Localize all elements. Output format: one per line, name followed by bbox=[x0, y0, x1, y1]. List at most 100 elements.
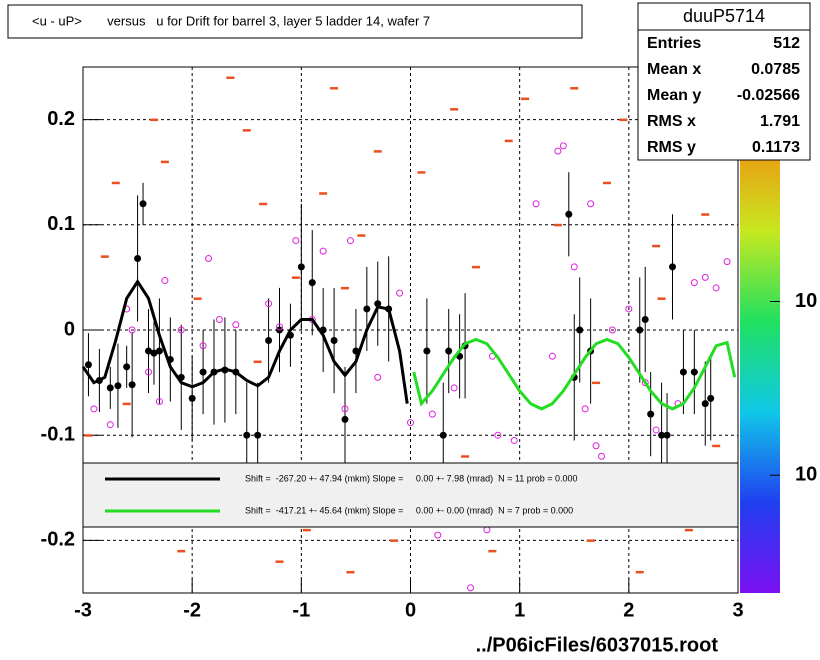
point bbox=[199, 342, 207, 350]
point bbox=[114, 382, 122, 390]
point bbox=[690, 279, 698, 287]
point bbox=[625, 305, 633, 313]
cell bbox=[100, 255, 109, 258]
plot-area bbox=[82, 67, 739, 593]
cell bbox=[488, 549, 497, 553]
point bbox=[576, 326, 584, 334]
point bbox=[254, 431, 262, 439]
point bbox=[581, 405, 589, 413]
cell bbox=[226, 76, 235, 80]
point bbox=[106, 384, 114, 392]
point bbox=[712, 284, 720, 292]
point bbox=[532, 200, 540, 208]
z-tick-label: 10 bbox=[795, 290, 817, 312]
cell bbox=[521, 97, 530, 101]
cell bbox=[461, 455, 470, 458]
point bbox=[90, 405, 98, 413]
point bbox=[548, 352, 556, 360]
x-tick-label: -1 bbox=[292, 599, 310, 621]
cell bbox=[390, 539, 399, 542]
cell bbox=[84, 434, 93, 437]
point bbox=[276, 323, 283, 331]
point bbox=[177, 326, 185, 334]
cell bbox=[684, 528, 693, 532]
point bbox=[658, 431, 666, 439]
cell bbox=[450, 108, 459, 111]
point bbox=[150, 349, 158, 357]
y-tick-label: -0.1 bbox=[41, 423, 75, 445]
point bbox=[155, 398, 163, 406]
cell bbox=[259, 202, 268, 206]
point bbox=[374, 300, 382, 308]
point bbox=[341, 405, 349, 413]
point bbox=[363, 305, 371, 313]
stats-value: 0.0785 bbox=[751, 61, 800, 78]
cell bbox=[122, 402, 131, 406]
stats-label: Entries bbox=[647, 35, 701, 52]
cell bbox=[635, 570, 644, 574]
title-box bbox=[7, 4, 583, 39]
point bbox=[341, 415, 349, 423]
stats-value: 512 bbox=[773, 35, 800, 52]
cell bbox=[417, 171, 426, 174]
x-tick-label: 0 bbox=[405, 599, 416, 621]
cell bbox=[592, 381, 601, 385]
point bbox=[292, 237, 300, 245]
point bbox=[510, 436, 518, 444]
cell bbox=[275, 560, 284, 563]
cell bbox=[472, 265, 480, 269]
cell bbox=[712, 444, 721, 448]
point bbox=[319, 247, 327, 255]
point bbox=[374, 373, 382, 381]
stats-label: Mean y bbox=[647, 87, 701, 104]
fit-curve bbox=[412, 337, 737, 411]
y-tick-label: 0.1 bbox=[47, 213, 75, 235]
point bbox=[494, 431, 502, 439]
point bbox=[663, 431, 671, 439]
cell bbox=[193, 297, 202, 300]
cell bbox=[586, 539, 595, 542]
cell bbox=[652, 244, 661, 248]
x-tick-label: 1 bbox=[514, 599, 525, 621]
point bbox=[243, 431, 251, 439]
point bbox=[396, 289, 404, 297]
point bbox=[423, 347, 431, 355]
cell bbox=[346, 570, 355, 574]
point bbox=[598, 452, 606, 460]
point bbox=[647, 410, 655, 418]
point bbox=[690, 368, 698, 376]
point bbox=[215, 315, 223, 323]
cell bbox=[330, 87, 339, 90]
file-name: ../P06icFiles/6037015.root bbox=[476, 634, 719, 656]
point bbox=[265, 337, 273, 345]
stats-label: RMS x bbox=[647, 113, 696, 130]
cell bbox=[302, 528, 311, 532]
y-tick-label: 0 bbox=[64, 318, 75, 340]
point bbox=[467, 584, 475, 592]
cell bbox=[160, 160, 169, 164]
point bbox=[330, 337, 338, 345]
point bbox=[139, 200, 147, 208]
point bbox=[608, 326, 616, 334]
x-tick-label: 3 bbox=[732, 599, 743, 621]
stats-value: 1.791 bbox=[760, 113, 800, 130]
point bbox=[592, 442, 600, 450]
cell bbox=[357, 234, 366, 237]
point bbox=[641, 315, 649, 323]
cell bbox=[149, 118, 158, 122]
point bbox=[707, 394, 715, 402]
point bbox=[565, 210, 573, 218]
color-palette bbox=[740, 140, 780, 593]
stats-box bbox=[637, 2, 811, 161]
cell bbox=[657, 297, 666, 300]
point bbox=[123, 363, 131, 371]
legend-box bbox=[82, 462, 739, 528]
point bbox=[554, 147, 562, 155]
point bbox=[265, 300, 273, 308]
point bbox=[428, 410, 436, 418]
point bbox=[161, 277, 169, 285]
point bbox=[155, 347, 163, 355]
cell bbox=[319, 192, 328, 195]
point bbox=[145, 368, 152, 376]
